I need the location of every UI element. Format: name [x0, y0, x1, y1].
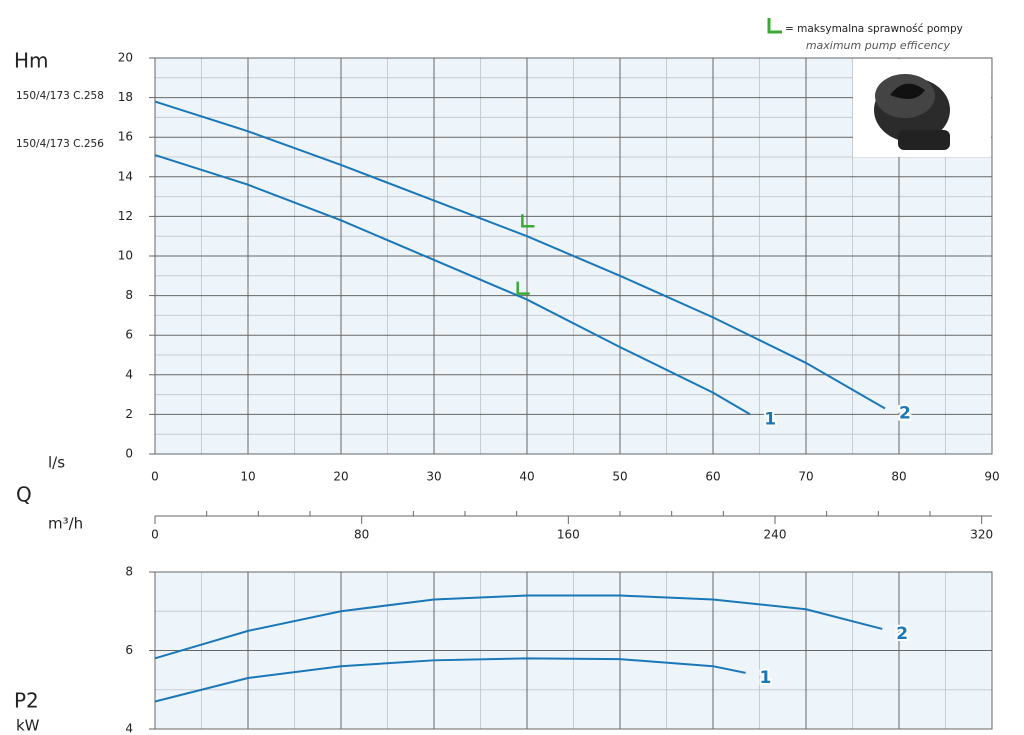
x-tick-label: 30	[426, 470, 441, 484]
curve	[154, 154, 751, 416]
series-label: 1	[764, 409, 776, 429]
q-label: Q	[16, 483, 32, 507]
y-tick-label: 8	[125, 565, 133, 579]
efficiency-marker	[516, 281, 530, 295]
curve	[154, 657, 746, 703]
x-tick-label: 10	[240, 470, 255, 484]
y-tick-label: 14	[118, 169, 133, 183]
curve	[154, 100, 886, 410]
y-tick-label: 4	[125, 367, 133, 381]
x-tick-label: 80	[354, 528, 369, 542]
model-label: 150/4/173 C.258	[16, 90, 104, 102]
y-tick-label: 2	[125, 407, 133, 421]
y-tick-label: 8	[125, 288, 133, 302]
x-tick-label: 160	[557, 528, 580, 542]
y-tick-label: 0	[125, 447, 133, 461]
legend-text: = maksymalna sprawność pompy	[785, 23, 963, 35]
efficiency-marker	[521, 214, 535, 228]
x-tick-label: 80	[891, 470, 906, 484]
y-tick-label: 4	[125, 722, 133, 735]
y-tick-label: 6	[125, 328, 133, 342]
x-tick-label: 60	[705, 470, 720, 484]
y-label: Hm	[14, 49, 49, 73]
legend-subtext: maximum pump efficency	[806, 39, 951, 52]
y-tick-label: 16	[118, 130, 133, 144]
y-tick-label: 18	[118, 90, 133, 104]
x-tick-label: 40	[519, 470, 534, 484]
y-tick-label: 20	[118, 51, 133, 65]
x-tick-label: 90	[984, 470, 999, 484]
y-tick-label: 10	[118, 249, 133, 263]
curve	[154, 594, 883, 660]
x-tick-label: 0	[151, 470, 159, 484]
y-tick-label: 6	[125, 643, 133, 657]
x-tick-label: 0	[151, 528, 159, 542]
x-tick-label: 320	[970, 528, 993, 542]
model-label: 150/4/173 C.256	[16, 138, 104, 150]
x-tick-label: 50	[612, 470, 627, 484]
series-label: 2	[896, 624, 908, 644]
pump-image	[898, 130, 950, 150]
x-tick-label: 240	[764, 528, 787, 542]
unit-label: m³/h	[48, 515, 83, 533]
legend-symbol	[767, 18, 782, 34]
series-label: 2	[899, 403, 911, 423]
y-label: P2	[14, 689, 39, 713]
y-tick-label: 12	[118, 209, 133, 223]
x-tick-label: 70	[798, 470, 813, 484]
x-label: l/s	[48, 454, 65, 472]
y-unit: kW	[16, 717, 40, 735]
series-label: 1	[760, 668, 772, 688]
pump-image	[890, 83, 925, 99]
x-tick-label: 20	[333, 470, 348, 484]
